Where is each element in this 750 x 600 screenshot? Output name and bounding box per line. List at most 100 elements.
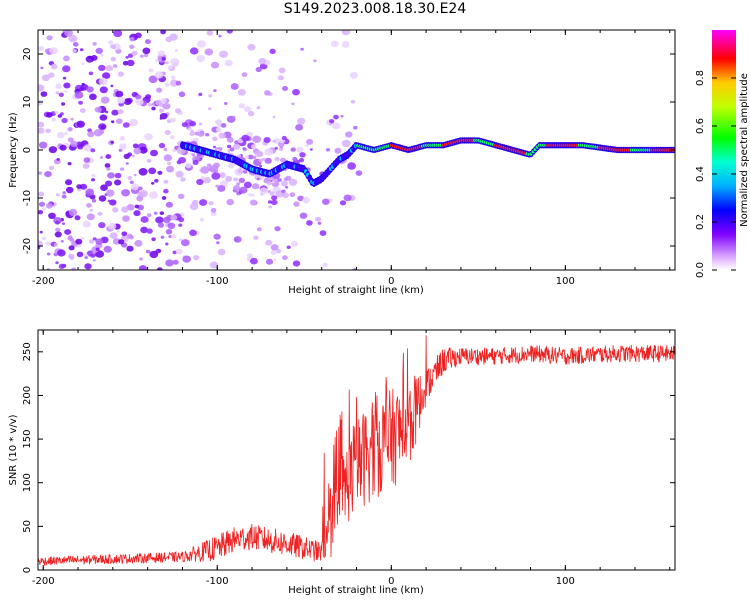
spectrogram-blob <box>98 123 107 131</box>
spectrogram-blob <box>81 82 85 86</box>
spectrogram-blob <box>67 162 72 166</box>
spectrogram-blob <box>274 156 280 162</box>
spectrogram-blob <box>319 230 327 237</box>
spectrogram-blob <box>272 139 276 143</box>
spectrogram-blob <box>79 183 88 190</box>
spectrogram-blob <box>296 146 304 153</box>
spectrogram-blob <box>276 249 282 254</box>
spectrogram-blob <box>46 112 53 118</box>
spectrogram-blob <box>109 232 118 240</box>
spectrogram-blob <box>38 46 45 52</box>
spectrogram-blob <box>215 127 222 133</box>
spectrogram-blob <box>157 249 162 253</box>
spectrogram-blob <box>291 102 295 106</box>
spectrogram-plot-area <box>38 30 675 270</box>
spectrogram-blob <box>90 148 96 153</box>
spectrogram-blob <box>44 48 50 53</box>
spectrogram-blob <box>213 89 217 93</box>
spectrogram-blob <box>283 177 289 182</box>
spectrogram-blob <box>270 250 277 256</box>
spectrogram-blob <box>230 83 239 90</box>
spectrogram-blob <box>157 170 163 175</box>
spectrogram-blob <box>148 68 154 73</box>
spectrogram-blob <box>258 57 267 65</box>
spectrogram-blob <box>176 160 182 165</box>
colorbar-label: Normalized spectral amplitude <box>739 73 750 227</box>
spectrogram-blob <box>84 263 92 270</box>
spectrogram-blob <box>208 94 213 98</box>
spectrogram-blob <box>159 113 168 120</box>
spectrogram-y-tick-label: 10 <box>22 96 33 109</box>
spectrogram-blob <box>215 119 223 125</box>
spectrogram-blob <box>175 80 182 86</box>
spectrogram-blob <box>75 238 83 245</box>
spectrogram-blob <box>99 86 108 94</box>
spectrogram-blob <box>65 179 73 186</box>
spectrogram-blob <box>164 82 170 87</box>
spectrogram-blob <box>148 167 157 175</box>
spectrogram-blob <box>119 136 126 141</box>
spectrogram-blob <box>226 136 234 143</box>
spectrogram-blob <box>125 56 129 59</box>
spectrogram-blob <box>83 157 91 163</box>
spectrogram-blob <box>329 119 335 124</box>
spectrogram-blob <box>267 190 271 193</box>
spectrogram-blob <box>38 171 42 175</box>
spectrogram-blob <box>169 135 175 140</box>
spectrogram-blob <box>58 92 64 98</box>
spectrogram-y-tick-label: -10 <box>22 190 33 206</box>
spectrogram-blob <box>269 48 276 54</box>
spectrogram-blob <box>331 40 339 47</box>
spectrogram-blob <box>252 135 262 143</box>
spectrogram-blob <box>113 30 123 38</box>
spectrogram-blob <box>196 40 206 48</box>
spectrogram-blob <box>160 30 166 35</box>
spectrogram-blob <box>126 245 134 252</box>
snr-y-tick-label: 100 <box>22 473 33 492</box>
spectrogram-blob <box>157 267 163 270</box>
spectrogram-blob <box>305 143 309 148</box>
spectrogram-blob <box>135 98 144 106</box>
spectrogram-blob <box>112 207 119 213</box>
spectrogram-blob <box>247 43 256 51</box>
spectrogram-blob <box>299 212 308 219</box>
spectrogram-blob <box>251 155 257 160</box>
spectrogram-blob <box>266 181 272 186</box>
spectrogram-blob <box>85 188 95 196</box>
spectrogram-blob <box>72 49 77 53</box>
spectrogram-blob <box>89 208 93 212</box>
snr-x-tick-label: 100 <box>556 576 575 587</box>
spectrogram-blob <box>78 100 83 105</box>
spectrogram-blob <box>288 178 298 186</box>
spectrogram-blob <box>191 153 196 157</box>
spectrogram-blob <box>232 115 236 119</box>
spectrogram-blob <box>110 140 114 144</box>
spectrogram-blob <box>76 120 85 128</box>
spectrogram-blob <box>167 222 176 229</box>
spectrogram-blob <box>270 244 279 251</box>
spectrogram-blob <box>213 145 216 149</box>
spectrogram-blob <box>171 234 177 239</box>
spectrogram-blob <box>150 149 158 157</box>
spectrogram-blob <box>210 61 220 69</box>
spectrogram-blob <box>98 195 107 202</box>
spectrogram-x-label: Height of straight line (km) <box>288 285 424 296</box>
spectrogram-blob <box>165 242 169 246</box>
spectrogram-blob <box>292 89 300 96</box>
spectrogram-blob <box>139 190 148 198</box>
spectrogram-blob <box>224 59 233 67</box>
spectrogram-blob <box>151 106 156 111</box>
spectrogram-blob <box>263 137 271 143</box>
spectrogram-blob <box>136 195 144 202</box>
spectrogram-blob <box>151 237 156 241</box>
spectrogram-blob <box>115 118 123 124</box>
spectrogram-blob <box>200 176 206 180</box>
spectrogram-blob <box>68 34 78 43</box>
spectrogram-blob <box>84 256 88 259</box>
spectrogram-blob <box>227 162 235 169</box>
spectrogram-blob <box>81 62 85 65</box>
spectrogram-blob <box>194 131 200 136</box>
spectrogram-blob <box>146 228 153 234</box>
spectrogram-blob <box>217 248 226 256</box>
